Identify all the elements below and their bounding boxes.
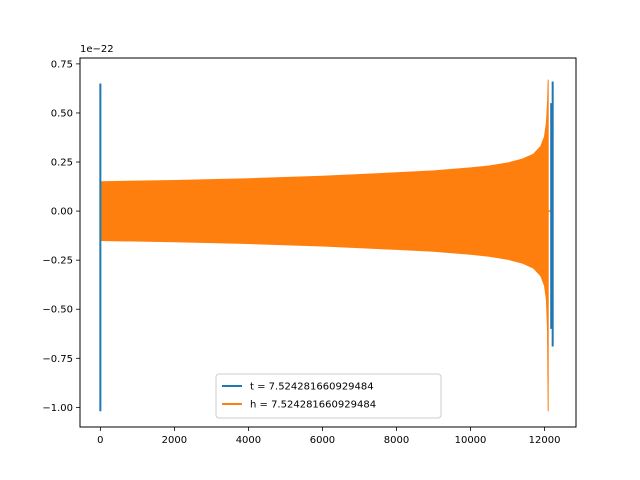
legend-label: t = 7.524281660929484 bbox=[250, 382, 374, 393]
series-layer bbox=[99, 79, 554, 412]
y-tick-label: 0.00 bbox=[51, 207, 73, 218]
y-axis: 0.75 0.50 0.25 0.00 −0.25 −0.50 −0.75 −1.00 bbox=[42, 59, 80, 414]
y-tick-label: 0.25 bbox=[51, 158, 73, 169]
x-axis: 0 2000 4000 6000 8000 10000 12000 bbox=[97, 427, 560, 446]
y-tick-label: −0.25 bbox=[42, 256, 73, 267]
x-tick-label: 4000 bbox=[236, 435, 261, 446]
x-tick-label: 12000 bbox=[529, 435, 561, 446]
x-tick-label: 6000 bbox=[310, 435, 335, 446]
y-tick-label: 0.75 bbox=[51, 59, 73, 70]
legend: t = 7.524281660929484 h = 7.5242816609294… bbox=[215, 373, 442, 419]
y-tick-label: −0.50 bbox=[42, 305, 73, 316]
series-h-envelope bbox=[99, 79, 549, 412]
x-tick-label: 10000 bbox=[455, 435, 487, 446]
legend-box bbox=[215, 373, 442, 419]
y-tick-label: −1.00 bbox=[42, 403, 73, 414]
y-tick-label: −0.75 bbox=[42, 354, 73, 365]
x-tick-label: 8000 bbox=[384, 435, 409, 446]
x-tick-label: 2000 bbox=[162, 435, 187, 446]
plot-frame bbox=[79, 57, 577, 428]
y-offset-label: 1e−22 bbox=[80, 44, 114, 55]
x-tick-label: 0 bbox=[97, 435, 103, 446]
y-tick-label: 0.50 bbox=[51, 108, 73, 119]
legend-label: h = 7.524281660929484 bbox=[250, 400, 376, 411]
